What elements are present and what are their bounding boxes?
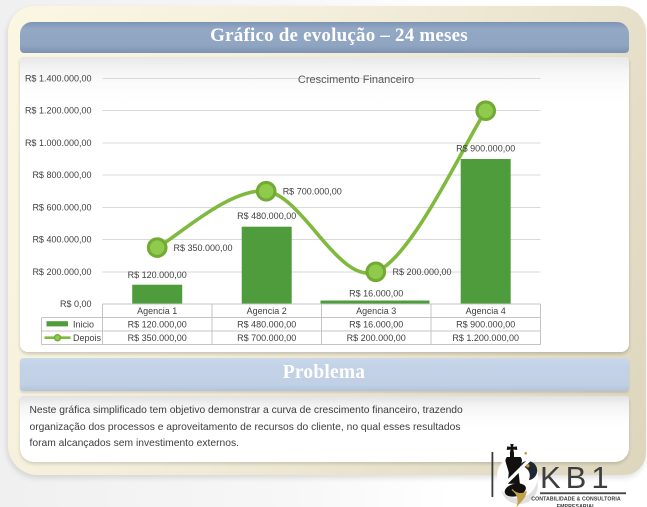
svg-text:Crescimento Financeiro: Crescimento Financeiro [297,74,413,86]
svg-text:R$ 1.400.000,00: R$ 1.400.000,00 [24,74,91,84]
svg-text:R$ 1.200.000,00: R$ 1.200.000,00 [24,106,91,116]
svg-text:R$ 200.000,00: R$ 200.000,00 [346,333,405,343]
svg-text:Agencia 3: Agencia 3 [356,306,396,316]
svg-text:R$ 700.000,00: R$ 700.000,00 [237,333,296,343]
svg-text:Agencia 2: Agencia 2 [246,306,286,316]
svg-text:R$ 120.000,00: R$ 120.000,00 [127,319,186,329]
svg-text:R$ 900.000,00: R$ 900.000,00 [456,319,515,329]
svg-text:R$ 350.000,00: R$ 350.000,00 [173,243,232,253]
svg-text:R$ 700.000,00: R$ 700.000,00 [282,186,341,196]
svg-text:R$ 0,00: R$ 0,00 [59,299,91,309]
svg-text:Agencia 1: Agencia 1 [137,306,177,316]
svg-text:KB1: KB1 [540,460,614,495]
svg-text:R$ 200.000,00: R$ 200.000,00 [392,267,451,277]
svg-text:R$ 900.000,00: R$ 900.000,00 [456,144,515,154]
svg-text:EMPRESARIAL: EMPRESARIAL [557,504,597,507]
svg-text:Agencia 4: Agencia 4 [465,306,505,316]
svg-text:Depois: Depois [73,333,102,343]
svg-text:R$ 1.200.000,00: R$ 1.200.000,00 [452,333,519,343]
svg-text:R$ 200.000,00: R$ 200.000,00 [32,267,91,277]
svg-text:R$ 480.000,00: R$ 480.000,00 [237,319,296,329]
svg-text:R$ 400.000,00: R$ 400.000,00 [32,235,91,245]
svg-text:R$ 350.000,00: R$ 350.000,00 [127,333,186,343]
svg-text:R$ 800.000,00: R$ 800.000,00 [32,170,91,180]
svg-text:R$ 16.000,00: R$ 16.000,00 [349,319,403,329]
svg-text:CONTABILIDADE & CONSULTORIA: CONTABILIDADE & CONSULTORIA [531,496,621,502]
svg-text:R$ 16.000,00: R$ 16.000,00 [349,289,403,299]
svg-text:R$ 120.000,00: R$ 120.000,00 [127,270,186,280]
svg-text:R$ 600.000,00: R$ 600.000,00 [32,203,91,213]
svg-text:R$ 480.000,00: R$ 480.000,00 [237,211,296,221]
svg-text:Inicio: Inicio [73,319,94,329]
svg-text:R$ 1.000.000,00: R$ 1.000.000,00 [24,138,91,148]
